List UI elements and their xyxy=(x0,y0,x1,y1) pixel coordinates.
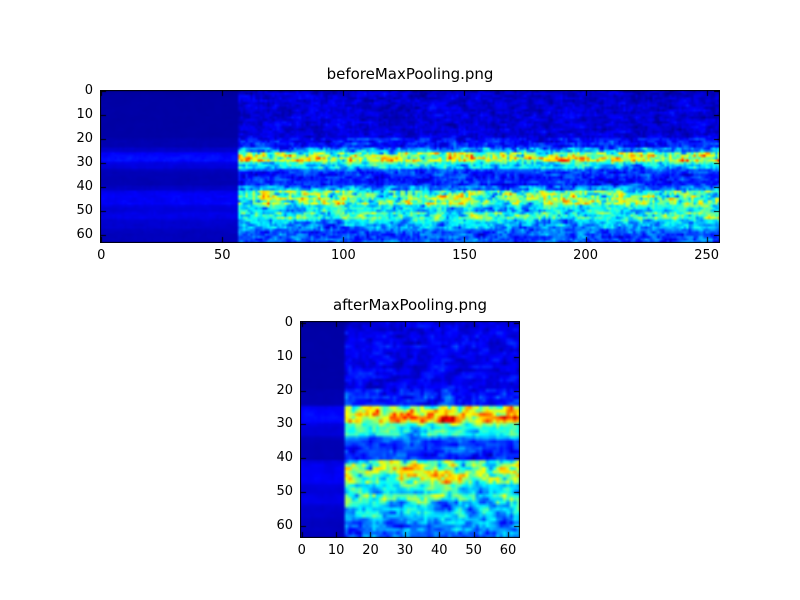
x-tick-label: 0 xyxy=(297,543,306,558)
y-tick-label: 40 xyxy=(76,178,93,194)
heatmap-image-before xyxy=(100,90,720,243)
y-tick-label: 0 xyxy=(84,83,93,99)
y-tick-label: 50 xyxy=(276,484,293,500)
plot-title-after: afterMaxPooling.png xyxy=(332,296,488,314)
x-tick-label: 250 xyxy=(694,248,720,263)
x-tick-label: 40 xyxy=(430,543,448,558)
y-tick-label: 50 xyxy=(76,202,93,218)
plot-title-before: beforeMaxPooling.png xyxy=(326,65,494,83)
y-tick-label: 10 xyxy=(76,107,93,123)
x-tick-label: 0 xyxy=(97,248,106,263)
x-tick-label: 150 xyxy=(452,248,477,263)
y-tick-label: 20 xyxy=(76,131,93,146)
y-tick-label: 20 xyxy=(276,382,293,398)
y-tick-label: 40 xyxy=(276,450,293,466)
x-tick-label: 50 xyxy=(214,248,231,263)
x-tick-label: 200 xyxy=(573,248,598,263)
x-tick-label: 30 xyxy=(396,543,414,558)
x-tick-label: 10 xyxy=(327,543,345,558)
x-tick-label: 20 xyxy=(362,543,379,558)
x-tick-label: 100 xyxy=(330,248,356,263)
y-tick-label: 0 xyxy=(284,314,293,330)
y-tick-label: 30 xyxy=(276,416,293,432)
y-tick-label: 10 xyxy=(276,348,293,364)
y-tick-label: 30 xyxy=(76,154,93,170)
x-tick-label: 60 xyxy=(499,543,517,558)
heatmap-image-after xyxy=(300,321,520,538)
y-tick-label: 60 xyxy=(76,226,93,242)
y-tick-label: 60 xyxy=(276,518,293,534)
x-tick-label: 50 xyxy=(465,543,482,558)
